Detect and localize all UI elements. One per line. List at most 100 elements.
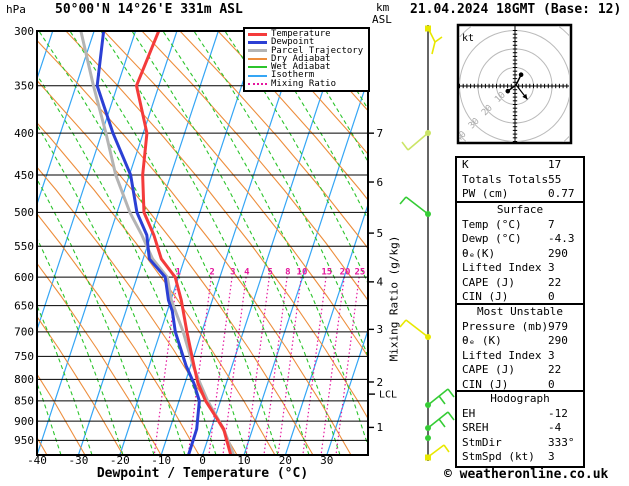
- row-label: Lifted Index: [462, 261, 542, 275]
- mixing-ratio-label: 10: [297, 268, 308, 278]
- row-value: 0.77: [548, 187, 575, 201]
- temperature-curve: [134, 31, 233, 455]
- chart-legend: Temperature Dewpoint Parcel Trajectory Dry …: [243, 27, 370, 92]
- pressure-tick-labels: 300 350 400 450 500 550 600 650 700 750 800 850 900 9…: [14, 25, 34, 447]
- row-value: 22: [548, 275, 562, 289]
- mixing-ratio-label: 2: [209, 268, 214, 278]
- table-row: Lifted Index 3: [457, 349, 583, 364]
- table-row: K 17: [457, 158, 583, 173]
- legend-swatch-temperature: [248, 32, 267, 36]
- table-row: CIN (J) 0: [457, 290, 583, 305]
- row-label: StmDir: [462, 435, 502, 449]
- chart-border: [36, 30, 369, 456]
- row-label: CIN (J): [462, 377, 509, 391]
- legend-item: Temperature: [245, 29, 368, 39]
- row-value: -12: [548, 406, 568, 420]
- pressure-tick-label: 650: [14, 299, 34, 312]
- row-label: Temp (°C): [462, 217, 522, 231]
- pressure-axis-unit: hPa: [6, 3, 26, 16]
- pressure-tick-label: 300: [14, 25, 34, 38]
- table-row: θₑ(K) 290: [457, 247, 583, 262]
- mixing-ratio-label: 1: [175, 268, 180, 278]
- wind-barb: [425, 444, 450, 461]
- wind-barb: [399, 196, 431, 217]
- altitude-axis-unit-km: km: [376, 1, 390, 14]
- row-label: θₑ(K): [462, 246, 496, 260]
- table-row: CIN (J) 0: [457, 378, 583, 393]
- temp-tick-label: -10: [151, 454, 171, 467]
- row-value: 3: [548, 450, 555, 464]
- row-value: 979: [548, 319, 568, 333]
- wind-barb: [425, 411, 455, 431]
- temp-tick-label: 0: [199, 454, 206, 467]
- legend-label: Parcel Trajectory: [271, 45, 364, 56]
- table-row: PW (cm) 0.77: [457, 187, 583, 202]
- row-value: 0: [548, 290, 555, 304]
- row-value: 290: [548, 246, 568, 260]
- legend-swatch-dewpoint: [248, 40, 267, 44]
- row-value: 290: [548, 334, 568, 348]
- temp-tick-label: -20: [110, 454, 130, 467]
- legend-label: Isotherm: [271, 70, 315, 81]
- row-label: Totals Totals: [462, 172, 549, 186]
- row-value: 22: [548, 363, 562, 377]
- x-axis-label: Dewpoint / Temperature (°C): [96, 466, 309, 481]
- mixing-ratio-label: 15: [321, 268, 332, 278]
- table-row: Pressure (mb) 979: [457, 320, 583, 335]
- km-tick-label: 2: [377, 376, 384, 389]
- hodograph-unit-label: kt: [462, 33, 474, 44]
- section-title: Hodograph: [490, 392, 550, 405]
- mixing-ratio-label: 25: [354, 268, 365, 278]
- table-row: CAPE (J) 22: [457, 276, 583, 291]
- table-row: StmDir 333°: [457, 436, 583, 451]
- wind-barb-staff: [399, 25, 455, 461]
- isotherms: [37, 31, 368, 455]
- row-value: 3: [548, 348, 555, 362]
- section-title: Most Unstable: [476, 305, 564, 318]
- legend-swatch-parcel-trajectory: [248, 49, 267, 53]
- temperature-tick-labels: -40 -30 -20 -10 0 10 20 30: [27, 454, 333, 467]
- legend-item: Parcel Trajectory: [245, 45, 368, 56]
- temp-tick-label: 30: [320, 454, 333, 467]
- km-tick-label: 5: [377, 227, 384, 240]
- pressure-tick-label: 600: [14, 271, 34, 284]
- lcl-label: LCL: [379, 390, 397, 401]
- temp-tick-label: 10: [237, 454, 250, 467]
- table-row: θₑ (K) 290: [457, 334, 583, 349]
- legend-label: Temperature: [271, 29, 331, 39]
- temp-tick-label: -30: [68, 454, 88, 467]
- row-label: SREH: [462, 421, 489, 435]
- mixing-ratio-labels: 1 2 3 4 5 8 10 15 20 25: [175, 268, 365, 278]
- temp-tick-label: -40: [27, 454, 47, 467]
- km-tick-label: 7: [377, 127, 384, 140]
- mixing-ratio-label: 5: [267, 268, 272, 278]
- chart-background: [37, 31, 368, 455]
- table-row: Lifted Index 3: [457, 261, 583, 276]
- table-row: Totals Totals 55: [457, 173, 583, 188]
- dewpoint-curve: [95, 31, 201, 455]
- row-value: -4: [548, 421, 562, 435]
- row-value: 3: [548, 261, 555, 275]
- temp-tick-label: 20: [279, 454, 292, 467]
- hodograph-ring-label: 40: [454, 130, 469, 145]
- pressure-tick-label: 950: [14, 434, 34, 447]
- indices-section-surface: Surface Temp (°C) 7 Dewp (°C) -4.3 θₑ(K) 290 Li…: [455, 201, 585, 309]
- legend-label: Mixing Ratio: [271, 78, 337, 89]
- km-tick-label: 4: [377, 276, 384, 289]
- wind-barb: [425, 25, 443, 55]
- mixing-ratio-lines: [153, 276, 360, 455]
- pressure-tick-label: 800: [14, 373, 34, 386]
- indices-section-hodograph: Hodograph EH -12 SREH -4 StmDir 333° StmSpd (kt…: [455, 390, 585, 468]
- table-row: SREH -4: [457, 421, 583, 436]
- km-tick-label: 6: [377, 176, 384, 189]
- pressure-tick-label: 700: [14, 326, 34, 339]
- indices-section: K 17 Totals Totals 55 PW (cm) 0.77: [455, 156, 585, 207]
- run-datetime: 21.04.2024 18GMT (Base: 12): [410, 2, 622, 17]
- row-value: 55: [548, 172, 562, 186]
- km-tick-label: 3: [377, 323, 384, 336]
- table-row: CAPE (J) 22: [457, 363, 583, 378]
- page-title: 50°00'N 14°26'E 331m ASL: [55, 2, 243, 17]
